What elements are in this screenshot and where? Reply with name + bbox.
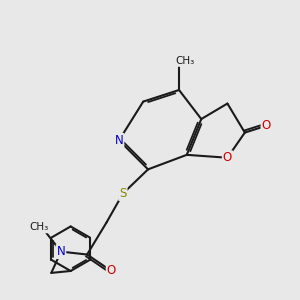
Text: O: O	[262, 119, 271, 132]
Text: O: O	[223, 151, 232, 164]
Text: CH₃: CH₃	[175, 56, 194, 66]
Text: N: N	[115, 134, 123, 147]
Text: CH₃: CH₃	[29, 222, 48, 233]
Text: O: O	[107, 265, 116, 278]
Text: N: N	[57, 245, 65, 258]
Text: S: S	[119, 187, 127, 200]
